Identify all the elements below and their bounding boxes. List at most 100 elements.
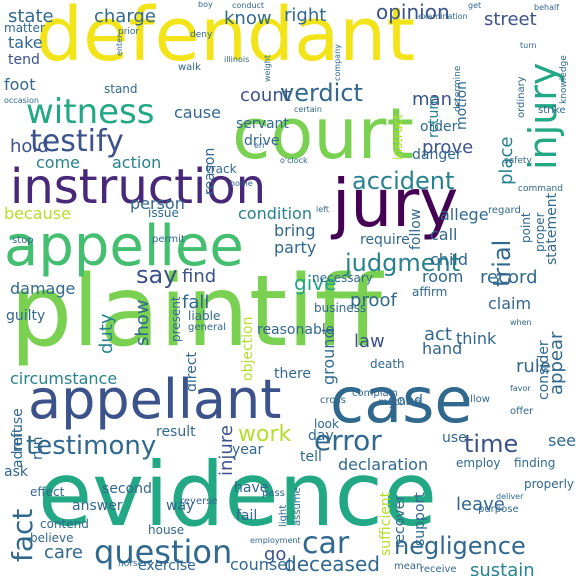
word-damage: damage	[10, 279, 75, 298]
word-require: require	[360, 232, 410, 248]
word-allow: allow	[464, 394, 490, 405]
word-employ: employ	[456, 456, 500, 470]
word-declaration: declaration	[338, 455, 428, 474]
word-matter: matter	[4, 21, 45, 35]
word-car: car	[302, 526, 350, 561]
word-injure: injure	[216, 425, 237, 476]
word-business: business	[314, 301, 366, 315]
word-testimony: testimony	[26, 431, 156, 461]
word-favor: favor	[510, 384, 531, 393]
word-effect: effect	[30, 485, 65, 499]
word-stop: stop	[12, 235, 34, 246]
word-instruction: instruction	[10, 159, 266, 215]
word-reverse: reverse	[180, 496, 218, 507]
word-purpose: purpose	[478, 504, 519, 515]
word-run: run	[30, 436, 46, 460]
word-death: death	[370, 357, 405, 371]
word-knowledge: knowledge	[559, 55, 569, 104]
word-good: good	[388, 393, 423, 409]
word-go: go	[264, 544, 286, 565]
word-turn: turn	[520, 41, 536, 50]
word-opinion: opinion	[376, 0, 450, 24]
word-support: support	[412, 492, 428, 546]
word-conduct: conduct	[232, 1, 264, 10]
word-say: say	[136, 261, 177, 289]
word-necessary: necessary	[312, 271, 373, 285]
word-verdict: verdict	[280, 79, 363, 107]
word-horse: horse	[118, 559, 144, 569]
word-evidence: evidence	[38, 443, 437, 546]
word-error: error	[314, 424, 382, 457]
word-show: show	[132, 299, 153, 346]
word-left: left	[316, 205, 329, 214]
word-judgment: judgment	[344, 249, 460, 277]
word-rule: rule	[516, 356, 551, 377]
word-room: room	[422, 267, 463, 286]
word-know: know	[224, 8, 272, 29]
word-stand: stand	[104, 82, 138, 96]
word-point: point	[519, 212, 533, 243]
word-give: give	[294, 271, 336, 295]
word-care: care	[44, 542, 83, 563]
word-there: there	[274, 366, 311, 382]
word-affirm: affirm	[412, 285, 447, 299]
word-believe: believe	[30, 531, 74, 545]
word-deceased: deceased	[284, 552, 380, 576]
word-permit: permit	[152, 234, 185, 245]
word-track: track	[206, 162, 237, 176]
word-reasonable: reasonable	[257, 322, 334, 338]
word-call: call	[430, 225, 458, 244]
word-weight: weight	[263, 55, 272, 82]
word-employment: employment	[250, 536, 301, 545]
word-bring: bring	[274, 221, 315, 240]
word-pass: pass	[262, 488, 285, 499]
word-think: think	[456, 329, 497, 348]
word-act: act	[424, 324, 452, 345]
word-tell: tell	[300, 449, 322, 465]
word-use: use	[442, 430, 467, 446]
word-drive: drive	[244, 133, 279, 149]
word-get: get	[468, 1, 481, 10]
word-jury: jury	[330, 165, 458, 242]
word-ordinary: ordinary	[516, 76, 527, 118]
word-court: court	[232, 93, 414, 175]
word-fail: fail	[236, 508, 257, 524]
word-cause: cause	[174, 103, 221, 122]
word-reason: reason	[202, 148, 218, 195]
word-count: count	[240, 85, 291, 106]
word-work: work	[238, 422, 291, 447]
word-accident: accident	[352, 167, 454, 195]
word-way: way	[166, 498, 194, 514]
word-duty: duty	[96, 313, 117, 354]
word-issue: issue	[148, 206, 179, 220]
word-offer: offer	[510, 406, 534, 417]
word-appellant: appellant	[28, 368, 281, 431]
word-man: man	[412, 89, 452, 110]
word-exercise: exercise	[138, 558, 196, 574]
word-command: command	[518, 184, 563, 194]
word-injury: injury	[521, 63, 565, 170]
word-appellee: appellee	[4, 214, 244, 279]
word-foot: foot	[4, 75, 35, 94]
word-when: when	[510, 318, 532, 327]
word-refuse: refuse	[10, 408, 26, 452]
word-proper: proper	[533, 212, 547, 252]
word-witness: witness	[26, 92, 154, 132]
word-statement: statement	[544, 192, 560, 265]
word-objection: objection	[240, 317, 256, 381]
word-o-clock: o'clock	[280, 156, 308, 165]
word-receive: receive	[420, 564, 457, 575]
word-fact: fact	[6, 509, 39, 562]
word-motion: motion	[454, 81, 470, 130]
word-law: law	[354, 331, 385, 352]
word-leave: leave	[456, 494, 505, 515]
word-counsel: counsel	[230, 555, 292, 574]
word-have: have	[234, 480, 268, 496]
word-ground: ground	[319, 328, 338, 385]
word-street: street	[484, 9, 537, 30]
word-mean: mean	[394, 561, 422, 572]
word-consider: consider	[536, 340, 552, 400]
word-ask: ask	[4, 464, 29, 480]
